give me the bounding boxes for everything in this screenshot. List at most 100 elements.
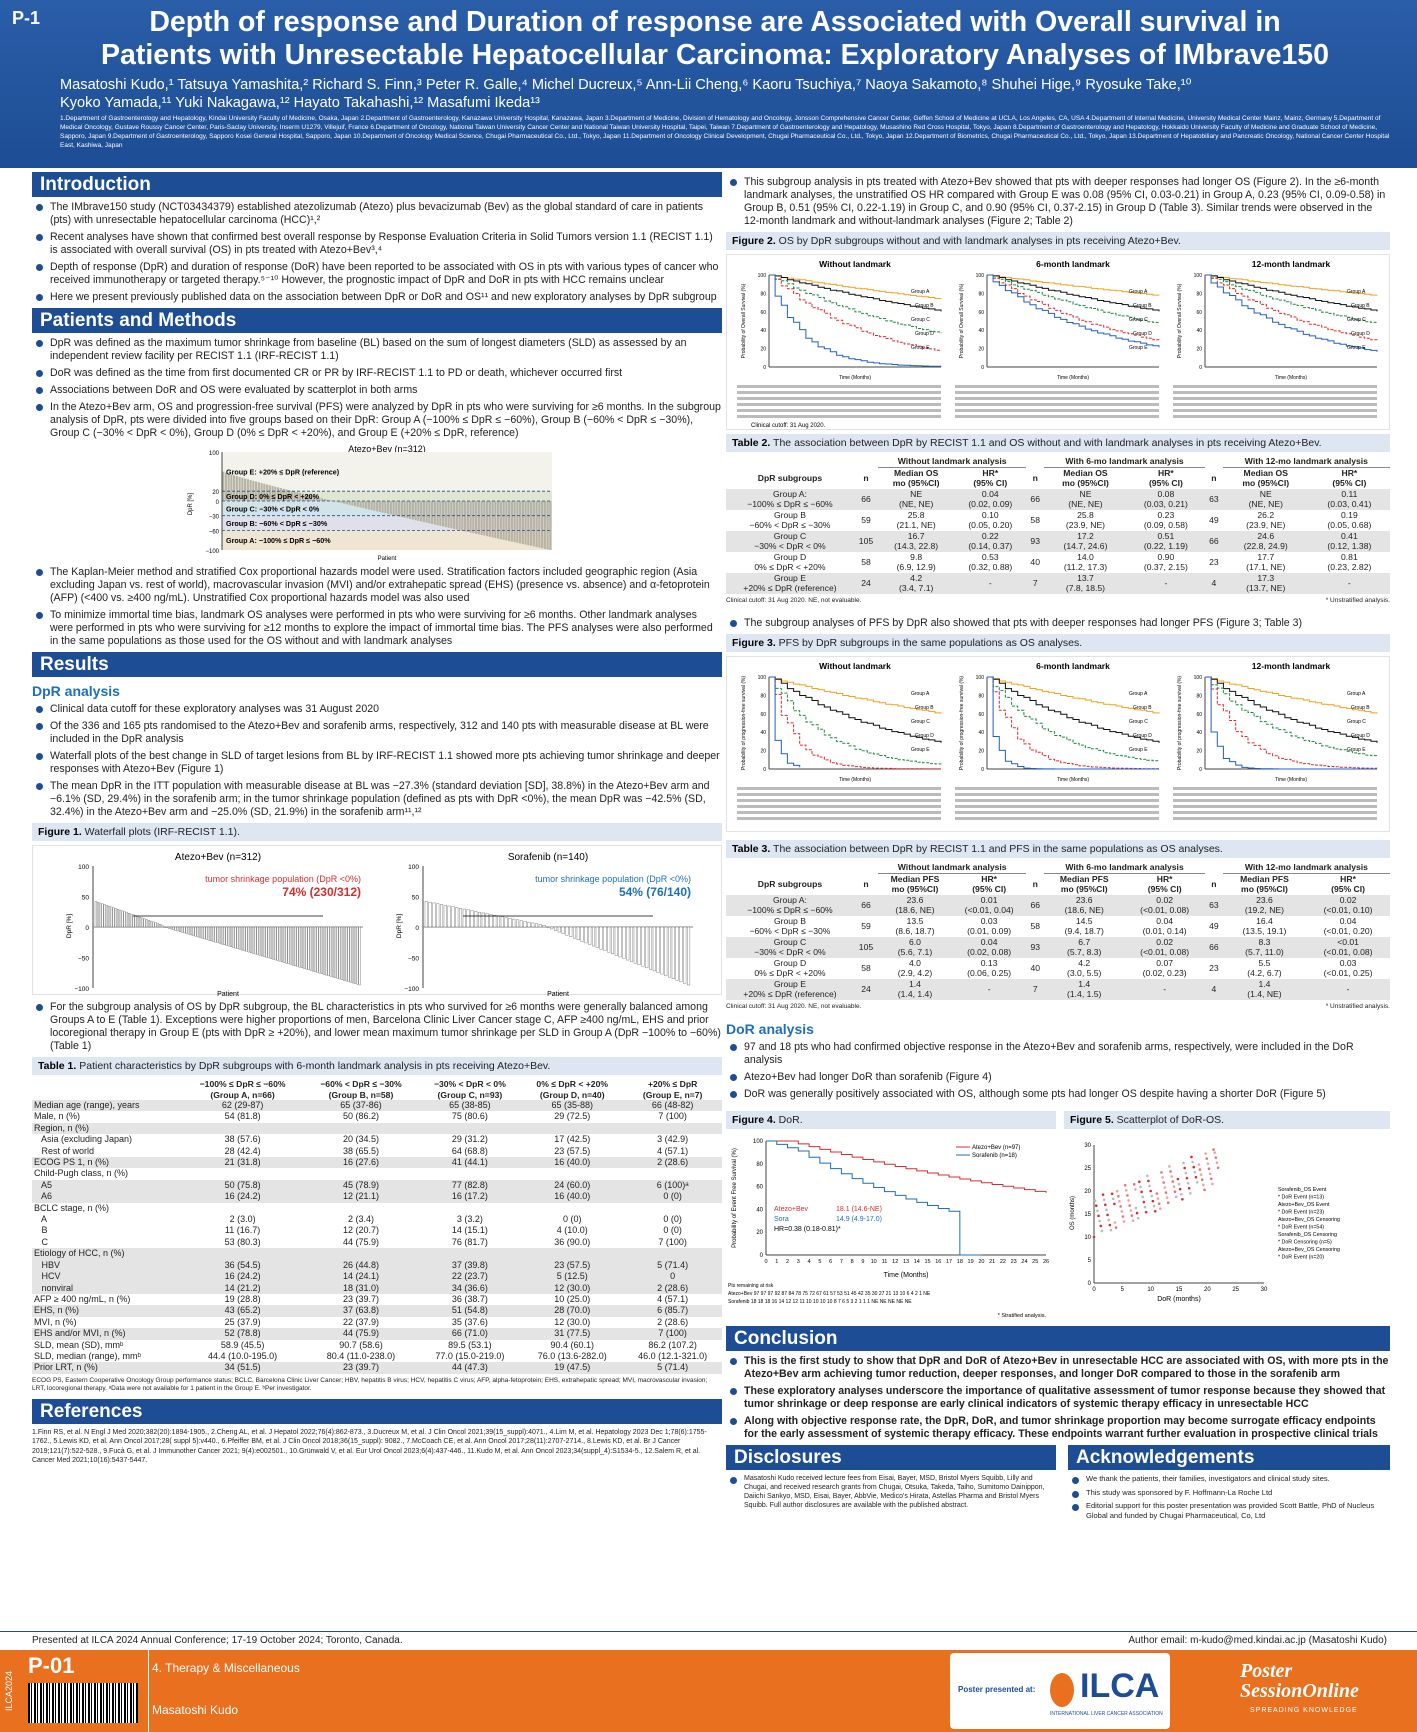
table-cell: 20 (34.5) — [342, 1134, 379, 1145]
wf-bar — [222, 471, 225, 501]
wf-tick: −100 — [205, 549, 219, 555]
table-cell: 0.90 (0.37, 2.15) — [1143, 551, 1188, 573]
table-cell: EHS and/or MVI, n (%) — [32, 1328, 182, 1340]
table-cell: 4.0 (2.9, 4.2) — [897, 957, 933, 979]
figure-3-svg: Without landmark 100 80 60 40 20 0 Probability … — [737, 661, 1378, 820]
table-cell: Median OS mo (95%CI) — [1062, 467, 1109, 489]
fig1-left-bar — [347, 926, 350, 982]
fig1-left-bar — [336, 926, 339, 979]
wf-bar — [469, 501, 472, 533]
km-curve — [769, 676, 942, 743]
table-cell: NE (NE, NE) — [1222, 488, 1309, 510]
km-group-label: Group B — [1351, 705, 1370, 711]
table-cell: Group D 0% ≤ DpR < +20% — [754, 551, 826, 573]
km-curve — [769, 274, 942, 334]
table-cell: 25.8 (23.9, NE) — [1065, 509, 1106, 531]
table-row: MVI, n (%) 25 (37.9) 22 (37.9) 35 (37.6) 12 … — [32, 1317, 722, 1328]
fig5-point — [1125, 1189, 1128, 1192]
table-cell: HR* (95% CI) — [1147, 873, 1182, 895]
table-row: Group A: −100% ≤ DpR ≤ −60% 66 NE (NE, NE) 0.… — [726, 488, 1390, 510]
fig1-right-bar — [523, 921, 527, 928]
km-title-3: 12-month landmark — [1252, 259, 1331, 269]
fig4-xtick: 24 — [1021, 1259, 1027, 1265]
km-ylabel: Probability of progression-free survival… — [1177, 676, 1183, 771]
km-title-2: 6-month landmark — [1036, 259, 1110, 269]
fig1-left-bar — [354, 926, 357, 984]
methods-waterfall: Atezo+Bev (n=312) 100 20 0 −30 −60 −100 Group E… — [182, 444, 722, 562]
disclosures-text: Masatoshi Kudo received lecture fees fro… — [726, 1474, 1056, 1510]
methods-heading: Patients and Methods — [32, 308, 722, 333]
fig5-point — [1155, 1192, 1159, 1195]
table-cell: 25.8 (21.1, NE) — [896, 509, 936, 531]
table-cell: 0.13 (0.06, 0.25) — [967, 957, 1012, 979]
wf-bar — [323, 498, 326, 501]
table-cell: 0.04 (0.01, 0.14) — [1142, 915, 1187, 937]
table-cell: 63 — [1204, 488, 1223, 510]
fig5-point — [1198, 1168, 1202, 1171]
wf-band-1 — [222, 452, 552, 492]
table-cell: 40 — [1030, 962, 1040, 973]
table-cell: 16 (40.0) — [521, 1191, 624, 1203]
fig1-left-bar — [123, 911, 126, 928]
table-cell: 14.0 (11.2, 17.3) — [1063, 551, 1108, 573]
table-cell: 54 (81.8) — [224, 1111, 261, 1122]
km-title-3: 12-month landmark — [1252, 661, 1331, 671]
fig5-point — [1184, 1171, 1188, 1175]
fig5-point — [1144, 1210, 1148, 1214]
fig1-left-bar — [238, 926, 241, 950]
table-cell — [521, 1168, 623, 1179]
table-cell: 4 — [1204, 572, 1223, 594]
km-curve — [769, 274, 942, 367]
km-curve — [1205, 676, 1378, 757]
table-cell: 0.04 (0.02, 0.09) — [954, 488, 1027, 510]
fig5-point — [1187, 1186, 1191, 1190]
table-cell: 86.2 (107.2) — [648, 1339, 697, 1350]
conclusion-list: This is the first study to show that DpR… — [726, 1355, 1390, 1441]
fig5-legend-item: Atezo+Bev_OS Censoring — [1278, 1217, 1340, 1223]
wf-bar — [488, 501, 491, 537]
table-cell: 3 (3.2) — [456, 1214, 483, 1225]
table2-note: Clinical cutoff: 31 Aug 2020. NE, not ev… — [726, 596, 1390, 604]
fig1-right-xlabel: Patient — [547, 991, 569, 996]
fig1-left-bar — [108, 905, 111, 928]
disclosures-heading: Disclosures — [726, 1445, 1056, 1470]
table1-note: ECOG PS, Eastern Cooperative Oncology Gr… — [32, 1376, 708, 1393]
fig1-left-bar — [170, 926, 173, 930]
table-cell — [32, 1079, 182, 1100]
table-cell: Median PFS mo (95%CI) — [890, 873, 940, 895]
fig1-left-bar — [141, 917, 144, 928]
fig4-caption: Figure 4. DoR. — [726, 1111, 1056, 1129]
table-cell: 28 (70.0) — [521, 1305, 624, 1317]
fig1-right-bar — [542, 925, 546, 928]
wf-bar — [389, 501, 392, 515]
km-tick: 40 — [978, 730, 984, 736]
km-xlabel: Time (Months) — [1275, 375, 1307, 381]
wf-bar — [530, 501, 533, 546]
table-cell: 16.4 (13.5, 19.1) — [1242, 915, 1287, 937]
fig1-right-ylabel: DpR [%] — [396, 914, 403, 938]
fig5-point — [1114, 1226, 1118, 1229]
km-curve — [769, 274, 942, 312]
table-cell: −30% < DpR < 0% (Group C, n=93) — [433, 1079, 506, 1100]
table-cell: 89.5 (53.1) — [448, 1339, 492, 1350]
fig1-left-bar — [143, 918, 146, 928]
table-cell: 4 (10.0) — [556, 1225, 588, 1236]
fig1-left-bar — [99, 902, 102, 928]
wf-bar — [301, 493, 304, 501]
fig5-point — [1200, 1178, 1204, 1182]
table-cell: n — [1211, 472, 1217, 483]
fig4-note: * Stratified analysis. — [998, 1313, 1047, 1319]
km-risk-row — [737, 385, 941, 388]
fig1-right-bar — [474, 911, 478, 928]
table-cell: Median OS mo (95%CI) — [892, 467, 940, 489]
km-group-label: Group E — [1129, 747, 1148, 753]
table-cell: 17 (42.5) — [554, 1134, 591, 1145]
table-cell: 14 (24.1) — [303, 1271, 419, 1283]
fig3-caption: Figure 3. PFS by DpR subgroups in the sa… — [726, 634, 1390, 652]
fig4-risk-label: Pts remaining at risk — [728, 1283, 774, 1289]
wf-bar — [395, 501, 398, 516]
table-cell: Median age (range), years — [32, 1100, 182, 1112]
fig1-right-bar — [466, 909, 470, 928]
km-group-label: Group D — [1133, 331, 1152, 337]
table-row: Rest of world 28 (42.4) 38 (65.5) 64 (68.8)… — [32, 1146, 722, 1157]
